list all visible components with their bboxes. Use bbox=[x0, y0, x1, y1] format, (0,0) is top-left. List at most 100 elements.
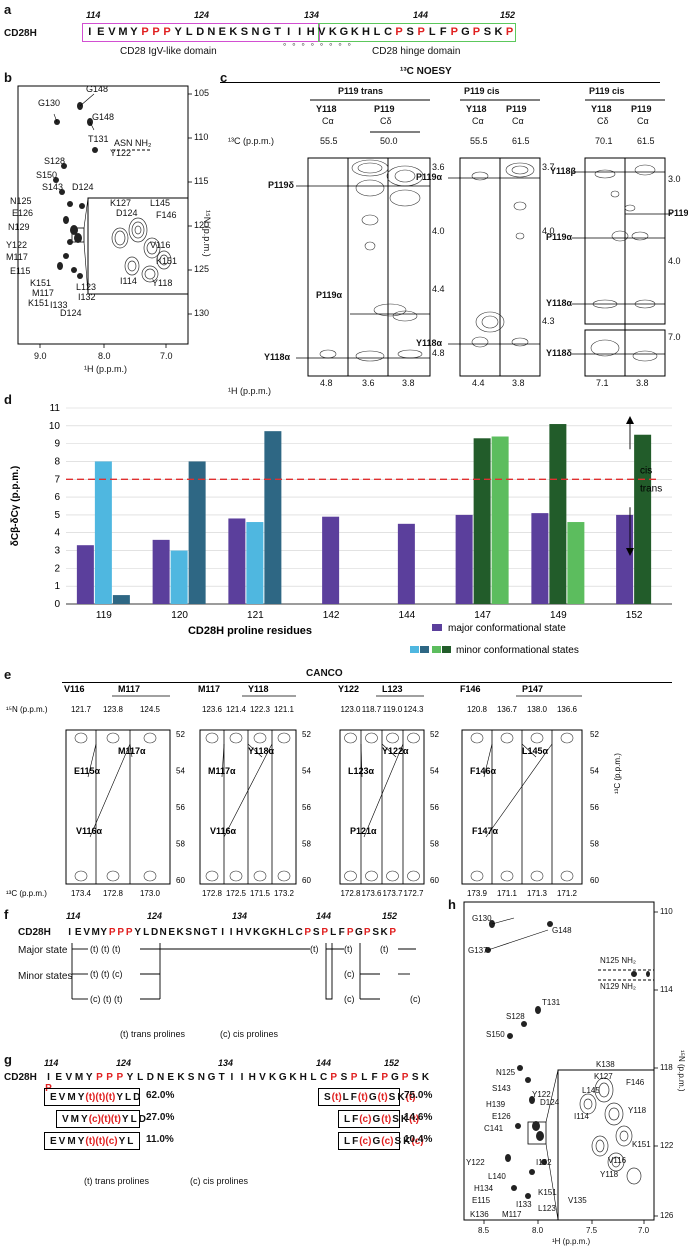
x-tick-label: 144 bbox=[399, 610, 416, 621]
e-peak-label: V116α bbox=[210, 826, 237, 836]
g-residue: (t) bbox=[95, 1092, 106, 1103]
e-contour bbox=[407, 732, 420, 744]
e-label-line bbox=[521, 743, 537, 758]
c-x-tick: 4.4 bbox=[472, 378, 485, 388]
residue: V bbox=[108, 26, 118, 38]
legend-swatch bbox=[442, 646, 451, 653]
g-residue: Y bbox=[116, 1092, 124, 1103]
c-y-tick: 4.4 bbox=[432, 284, 445, 294]
peak-label: G130 bbox=[472, 914, 492, 923]
peak-label: N129 NH₂ bbox=[600, 982, 637, 991]
e-residue: Y122 bbox=[338, 684, 359, 694]
g-residue: Y bbox=[77, 1092, 85, 1103]
h-y-tick-114: 114 bbox=[660, 985, 673, 994]
g-residue: S bbox=[324, 1092, 331, 1103]
h-x-axis-label: ¹H (p.p.m.) bbox=[552, 1237, 591, 1246]
e-c13-value: 173.7 bbox=[382, 889, 403, 898]
residue: L bbox=[310, 1072, 318, 1083]
residue: Y bbox=[126, 1072, 135, 1083]
residue: E bbox=[218, 26, 228, 38]
residue: F bbox=[338, 927, 346, 938]
residue: K bbox=[269, 1072, 278, 1083]
hinge-label: CD28 hinge domain bbox=[372, 46, 461, 57]
e-residue: P147 bbox=[522, 684, 543, 694]
peak-label: V116 bbox=[150, 240, 171, 250]
f-minor-left-2: (c) (t) (t) bbox=[90, 994, 123, 1004]
y-tick-label: 1 bbox=[54, 581, 60, 592]
residue: E bbox=[168, 927, 177, 938]
legend-label: major conformational state bbox=[448, 623, 566, 634]
c-peak-label: Y118β bbox=[550, 166, 577, 176]
residue: T bbox=[211, 927, 219, 938]
trans-label: trans bbox=[640, 483, 662, 494]
peak-label: K151 bbox=[632, 1140, 651, 1149]
g-residue: K bbox=[403, 1136, 411, 1147]
e-contour bbox=[344, 732, 357, 744]
residue: G bbox=[355, 927, 364, 938]
e-c13-right-label: ¹³C (p.p.m.) bbox=[613, 753, 622, 794]
c-peak-label: Y118δ bbox=[546, 348, 572, 358]
panel-label-a: a bbox=[4, 2, 12, 17]
e-contour bbox=[229, 870, 243, 882]
bar bbox=[549, 424, 567, 604]
g-num-144: 144 bbox=[316, 1058, 332, 1068]
f-major-right-c: (t) bbox=[380, 944, 389, 954]
c-h1-label: ¹H (p.p.m.) bbox=[228, 386, 272, 396]
e-title-rule bbox=[62, 682, 672, 683]
peak-label: Y118 bbox=[152, 278, 173, 288]
b-x-tick-9: 9.0 bbox=[34, 351, 47, 361]
e-contour bbox=[205, 870, 219, 882]
peak-label: Y118 bbox=[628, 1106, 647, 1115]
arrow-up-head bbox=[626, 416, 634, 424]
residue: D bbox=[146, 1072, 156, 1083]
residue: S bbox=[312, 927, 321, 938]
e-c13-value: 173.2 bbox=[274, 889, 295, 898]
e-peak-label: F146α bbox=[470, 766, 497, 776]
bar bbox=[473, 438, 491, 604]
residue: K bbox=[328, 26, 339, 38]
e-peak-label: L123α bbox=[348, 766, 375, 776]
peak-label: C141 bbox=[484, 1124, 504, 1133]
e-contour bbox=[470, 870, 484, 882]
e-peak-label: M117α bbox=[208, 766, 236, 776]
residue: I bbox=[88, 26, 93, 38]
g-residue: S bbox=[392, 1114, 399, 1125]
e-contour bbox=[143, 870, 157, 882]
peak-label: I132 bbox=[78, 292, 96, 302]
e-label-line bbox=[129, 743, 133, 758]
e-y-tick: 58 bbox=[430, 840, 439, 849]
dots-row: ∘ ∘ ∘ ∘ ∘ ∘ ∘ ∘ bbox=[282, 40, 353, 49]
c-col-atom: Cα bbox=[512, 116, 524, 126]
e-c13-value: 172.8 bbox=[103, 889, 124, 898]
g-seq-box: V M Y(c)(t)(t)Y L D bbox=[56, 1110, 146, 1128]
residue: P bbox=[350, 1072, 359, 1083]
residue: P bbox=[125, 927, 134, 938]
peak-label: S143 bbox=[492, 1084, 511, 1093]
y-tick-label: 8 bbox=[54, 456, 60, 467]
residue: S bbox=[187, 1072, 196, 1083]
e-contour bbox=[344, 870, 357, 882]
h-y-axis-label: ¹⁵N (p.p.m.) bbox=[677, 1050, 686, 1092]
peak-label: G148 bbox=[552, 926, 572, 935]
peak-label: D124 bbox=[60, 308, 82, 318]
g-residue: G bbox=[368, 1092, 377, 1103]
residue: Y bbox=[130, 26, 140, 38]
peak-label: Y122 bbox=[6, 240, 28, 250]
residue: L bbox=[428, 26, 438, 38]
residue: P bbox=[363, 927, 372, 938]
g-residue: D bbox=[138, 1114, 146, 1125]
g-residue: Y bbox=[77, 1136, 85, 1147]
e-contour bbox=[365, 870, 378, 882]
residue: N bbox=[251, 26, 261, 38]
e-contour bbox=[277, 732, 291, 744]
residue: P bbox=[117, 927, 126, 938]
residue: S bbox=[240, 26, 250, 38]
residue: N bbox=[156, 1072, 166, 1083]
y-axis-label: δCβ-δCγ (p.p.m.) bbox=[10, 466, 21, 546]
g-percent: 75.0% bbox=[404, 1090, 433, 1101]
residue: P bbox=[141, 26, 151, 38]
g-percent: 10.4% bbox=[404, 1134, 433, 1145]
residue: P bbox=[381, 1072, 390, 1083]
b-y-axis-label: ¹⁵N (p.p.m.) bbox=[202, 210, 212, 257]
y-tick-label: 0 bbox=[54, 599, 60, 610]
